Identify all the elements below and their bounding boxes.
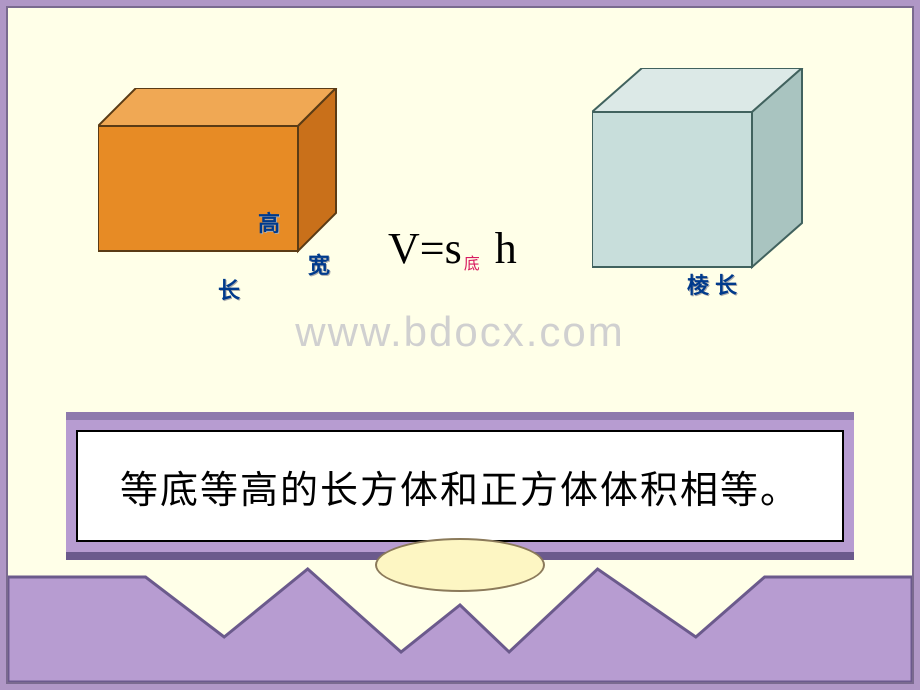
outer-frame: 高 宽 长 V=s底 h 棱长 www.bd: [0, 0, 920, 690]
cuboid-shape: 高 宽 长: [98, 88, 358, 313]
cuboid-height-label: 高: [258, 206, 280, 238]
formula-sub: 底: [464, 256, 480, 273]
statement-panel: 等底等高的长方体和正方体体积相等。: [76, 430, 844, 542]
cuboid-top-face: [98, 88, 336, 126]
cube-front-face: [592, 112, 752, 267]
statement-text: 等底等高的长方体和正方体体积相等。: [120, 459, 800, 514]
cuboid-length-label: 长: [218, 273, 240, 305]
formula-V: V: [388, 224, 420, 273]
volume-formula: V=s底 h: [388, 223, 517, 274]
inner-frame: 高 宽 长 V=s底 h 棱长 www.bd: [6, 6, 914, 684]
watermark-text: www.bdocx.com: [8, 308, 912, 356]
ellipse-decoration: [375, 538, 545, 592]
cube-edge-label: 棱长: [687, 268, 743, 300]
formula-h: h: [484, 224, 517, 273]
formula-eq: =s: [420, 224, 462, 273]
shapes-row: 高 宽 长 V=s底 h 棱长: [8, 68, 912, 328]
cuboid-width-label: 宽: [308, 248, 330, 280]
cube-shape: 棱长: [592, 68, 812, 313]
